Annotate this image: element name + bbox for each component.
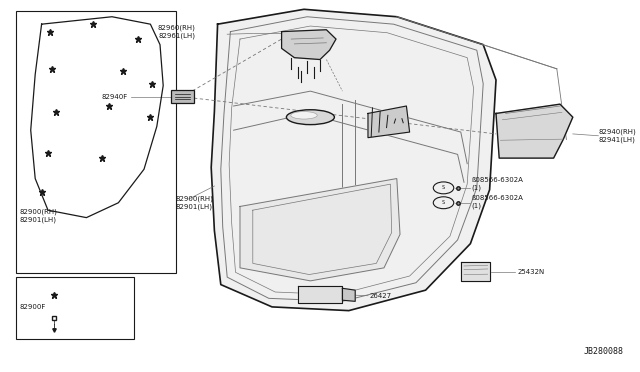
Text: 25432N: 25432N	[517, 269, 545, 275]
Text: ß08566-6302A
(1): ß08566-6302A (1)	[472, 195, 524, 209]
Ellipse shape	[291, 112, 317, 119]
Text: ß08566-6302A
(1): ß08566-6302A (1)	[472, 177, 524, 191]
Text: 82900(RH)
82901(LH): 82900(RH) 82901(LH)	[19, 209, 57, 223]
Polygon shape	[298, 286, 342, 303]
Bar	[16, 11, 176, 273]
Polygon shape	[282, 30, 336, 60]
Polygon shape	[211, 9, 496, 311]
Ellipse shape	[287, 110, 334, 125]
Polygon shape	[461, 262, 490, 281]
Text: 82940(RH)
82941(LH): 82940(RH) 82941(LH)	[598, 129, 636, 143]
Polygon shape	[496, 104, 573, 158]
Text: JB280088: JB280088	[584, 347, 624, 356]
Text: 82900F: 82900F	[19, 304, 45, 310]
Text: 26427: 26427	[370, 293, 392, 299]
Text: S: S	[442, 200, 445, 205]
Text: 82960(RH)
82961(LH): 82960(RH) 82961(LH)	[157, 25, 195, 39]
Polygon shape	[31, 17, 163, 218]
Text: 82900(RH)
82901(LH): 82900(RH) 82901(LH)	[176, 196, 214, 210]
Text: 82940F: 82940F	[102, 94, 128, 100]
Polygon shape	[368, 106, 410, 138]
Polygon shape	[342, 288, 355, 301]
Text: S: S	[442, 185, 445, 190]
Bar	[16, 277, 134, 339]
Polygon shape	[240, 179, 400, 281]
Bar	[171, 90, 194, 103]
